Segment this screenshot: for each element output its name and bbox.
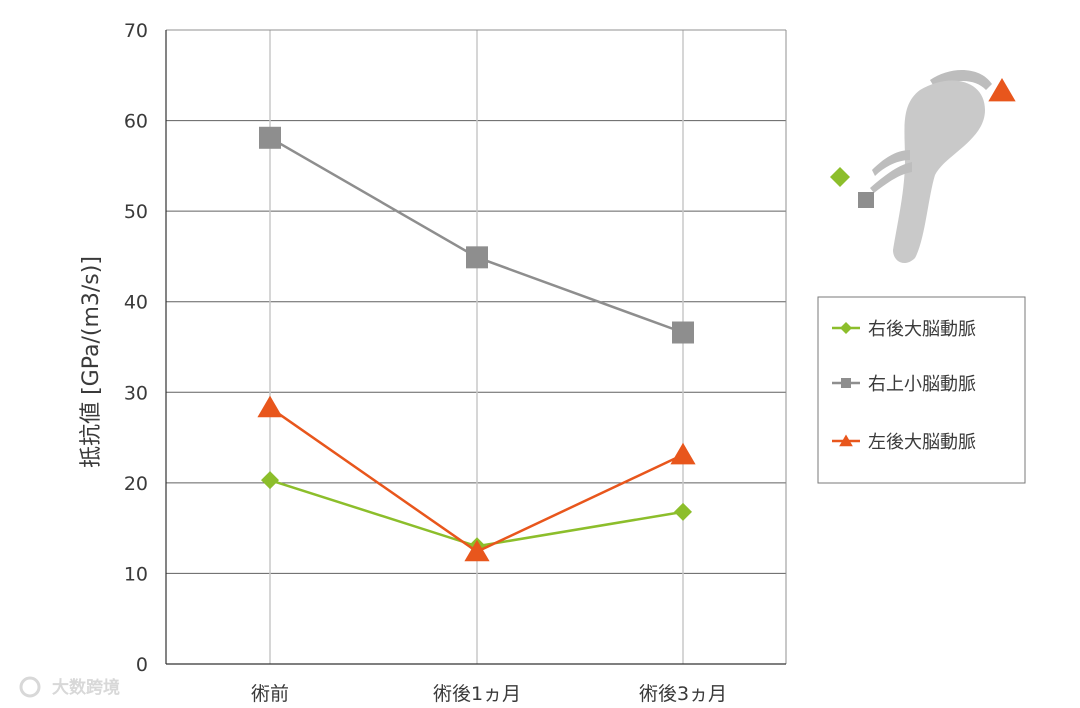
watermark-text: 大数跨境 — [52, 677, 120, 698]
series — [257, 126, 696, 562]
x-tick-label: 術前 — [251, 683, 289, 705]
y-axis-title: 抵抗値 [GPa/(m3/s)] — [79, 256, 104, 468]
data-point — [257, 395, 283, 418]
legend-marker — [840, 322, 852, 334]
illustration-marker — [988, 78, 1016, 102]
data-point — [466, 246, 488, 269]
x-tick-label: 術後1ヵ月 — [433, 683, 521, 705]
illustration-marker — [858, 192, 874, 208]
y-tick-label: 60 — [124, 111, 148, 133]
y-tick-label: 10 — [124, 563, 148, 585]
y-tick-label: 50 — [124, 201, 148, 223]
y-tick-label: 40 — [124, 292, 148, 314]
data-point — [261, 471, 279, 490]
grid — [166, 29, 786, 664]
data-point — [672, 321, 694, 344]
legend-marker — [839, 434, 853, 447]
legend-label: 左後大脳動脈 — [868, 432, 976, 453]
y-tick-label: 0 — [136, 654, 148, 676]
y-tick-label: 70 — [124, 20, 148, 42]
data-point — [464, 539, 490, 562]
illustration-marker — [830, 167, 850, 187]
x-tick-label: 術後3ヵ月 — [639, 683, 727, 705]
legend-marker — [841, 378, 851, 388]
axes: 0 10 20 30 40 50 60 70 術前 術後1ヵ月 術後3ヵ月 — [124, 20, 787, 705]
data-point — [670, 442, 696, 465]
legend-label: 右上小脳動脈 — [868, 374, 976, 395]
vessel-illustration — [830, 69, 1016, 264]
data-point — [259, 126, 281, 149]
y-tick-label: 20 — [124, 473, 148, 495]
legend-label: 右後大脳動脈 — [868, 319, 976, 340]
y-tick-label: 30 — [124, 382, 148, 404]
watermark-logo-icon — [19, 676, 41, 698]
data-point — [674, 502, 692, 521]
